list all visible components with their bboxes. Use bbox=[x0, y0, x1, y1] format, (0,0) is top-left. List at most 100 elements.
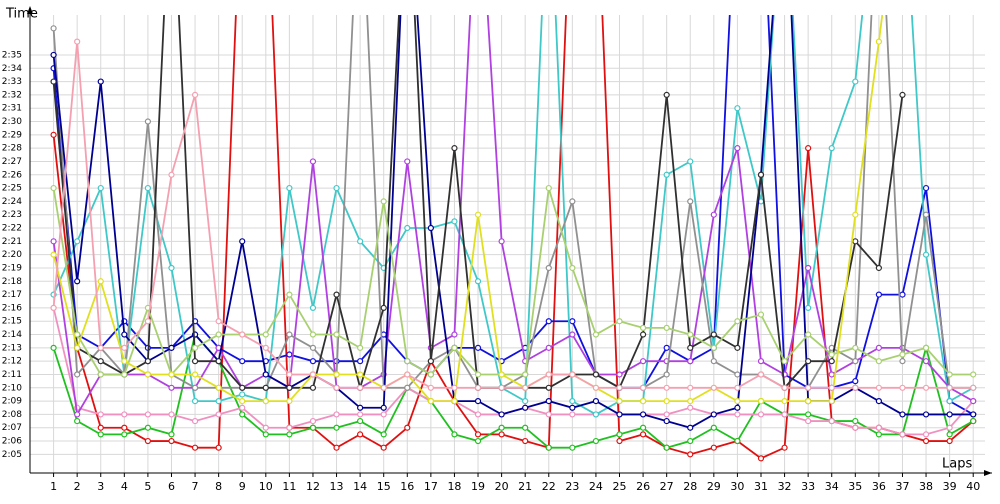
point bbox=[828, 358, 835, 365]
point bbox=[592, 371, 600, 378]
point bbox=[522, 384, 529, 391]
point bbox=[922, 431, 930, 438]
point bbox=[168, 384, 175, 391]
point bbox=[781, 398, 788, 405]
point bbox=[639, 424, 647, 431]
x-tick-label: 29 bbox=[707, 480, 721, 493]
point bbox=[191, 417, 199, 425]
x-tick-label: 6 bbox=[168, 480, 175, 493]
point bbox=[734, 371, 741, 378]
point bbox=[380, 404, 387, 411]
point bbox=[74, 278, 81, 285]
x-tick-label: 2 bbox=[74, 480, 81, 493]
point bbox=[545, 444, 552, 451]
point bbox=[899, 91, 906, 98]
point bbox=[474, 431, 482, 438]
point bbox=[357, 411, 364, 418]
point bbox=[144, 411, 152, 418]
series-line bbox=[52, 15, 974, 416]
point bbox=[74, 411, 81, 418]
point bbox=[286, 384, 293, 391]
point bbox=[191, 444, 199, 451]
point bbox=[757, 171, 765, 178]
point bbox=[522, 398, 529, 405]
point bbox=[357, 344, 364, 351]
point bbox=[852, 424, 859, 431]
point bbox=[309, 424, 317, 431]
series-line bbox=[52, 41, 974, 389]
point bbox=[215, 384, 222, 391]
x-tick-label: 14 bbox=[353, 480, 367, 493]
point bbox=[239, 331, 246, 338]
point bbox=[309, 331, 317, 338]
point bbox=[380, 198, 387, 205]
point bbox=[828, 145, 835, 152]
x-tick-label: 22 bbox=[542, 480, 556, 493]
point bbox=[805, 384, 812, 391]
point bbox=[357, 417, 364, 425]
point bbox=[663, 344, 670, 351]
point bbox=[309, 358, 317, 365]
point bbox=[380, 384, 387, 391]
point bbox=[333, 411, 340, 418]
point bbox=[734, 404, 741, 411]
x-tick-label: 3 bbox=[97, 480, 104, 493]
point bbox=[687, 331, 694, 338]
y-tick-label: 2:14 bbox=[2, 330, 22, 340]
y-tick-label: 2:31 bbox=[2, 104, 22, 114]
point bbox=[899, 384, 906, 391]
point bbox=[121, 331, 128, 338]
point bbox=[663, 444, 670, 451]
point bbox=[333, 424, 340, 431]
point bbox=[899, 291, 906, 298]
point bbox=[168, 431, 175, 438]
point bbox=[121, 358, 128, 365]
x-tick-label: 35 bbox=[848, 480, 862, 493]
x-tick-label: 13 bbox=[330, 480, 344, 493]
point bbox=[309, 417, 317, 425]
point bbox=[663, 384, 670, 391]
point bbox=[545, 184, 552, 192]
point bbox=[734, 145, 741, 152]
point bbox=[875, 264, 882, 272]
point bbox=[97, 184, 104, 192]
point bbox=[781, 384, 788, 391]
point bbox=[144, 184, 152, 192]
point bbox=[734, 398, 741, 405]
point bbox=[710, 411, 717, 418]
point bbox=[474, 211, 482, 218]
point bbox=[922, 251, 930, 258]
series-line bbox=[52, 187, 974, 377]
point bbox=[333, 444, 340, 451]
y-tick-label: 2:24 bbox=[2, 197, 22, 207]
y-tick-label: 2:19 bbox=[2, 263, 22, 273]
x-axis-label: Laps bbox=[942, 457, 972, 472]
point bbox=[639, 398, 647, 405]
point bbox=[875, 424, 882, 431]
point bbox=[97, 358, 104, 365]
point bbox=[805, 145, 812, 152]
point bbox=[144, 424, 152, 431]
point bbox=[569, 398, 576, 405]
point bbox=[239, 398, 246, 405]
point bbox=[121, 411, 128, 418]
y-tick-label: 2:06 bbox=[2, 437, 22, 447]
point bbox=[875, 398, 882, 405]
point bbox=[639, 431, 647, 438]
point bbox=[215, 331, 222, 338]
y-tick-label: 2:25 bbox=[2, 184, 22, 194]
y-tick-label: 2:20 bbox=[2, 250, 22, 260]
point bbox=[309, 371, 317, 378]
point bbox=[852, 378, 859, 385]
point bbox=[545, 411, 552, 418]
point bbox=[828, 398, 835, 405]
point bbox=[946, 384, 953, 391]
point bbox=[144, 358, 152, 365]
point bbox=[569, 411, 576, 418]
point bbox=[899, 431, 906, 438]
point bbox=[451, 344, 458, 351]
x-tick-label: 10 bbox=[259, 480, 273, 493]
point bbox=[144, 118, 152, 125]
y-tick-label: 2:33 bbox=[2, 77, 22, 87]
